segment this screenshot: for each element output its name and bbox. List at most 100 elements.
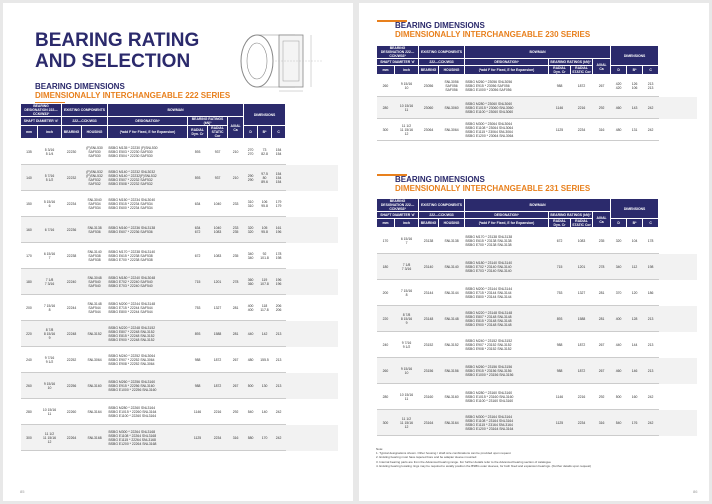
cell-axial: 210 xyxy=(227,164,244,191)
cell-inch: 7 1/8 7 3/16 xyxy=(37,268,62,295)
row-spacer xyxy=(286,243,338,269)
th-designation-note: (*add F for Fixed, E for Expansion) xyxy=(107,125,189,139)
cell-housing: SNL3156 xyxy=(438,357,465,384)
cell-mm: 200 xyxy=(20,294,38,321)
cell-inch: 9 15/16 10 xyxy=(394,74,419,97)
page-number: 86 xyxy=(693,489,698,494)
cell-d: 540 xyxy=(610,409,627,436)
th-bowman: BOWMAN xyxy=(107,103,245,117)
cell-axial: 316 xyxy=(592,409,611,436)
cell-housing: SNL3148 SAF544 SAF544 xyxy=(81,294,108,321)
cell-stat: 1872 xyxy=(207,346,228,373)
cell-housing: SNL3152 xyxy=(81,320,108,347)
cell-desig: BSBG M300 * 23164 SNL3164 BSBG E1108 * 2… xyxy=(464,409,549,436)
cell-mm: 135 xyxy=(20,138,38,165)
accent-bar-1 xyxy=(377,20,407,22)
cell-stat: 1201 xyxy=(570,253,593,280)
cell-stat: 1040 xyxy=(207,190,228,217)
cell-b: 142 xyxy=(257,320,272,347)
cell-mm: 170 xyxy=(20,242,38,269)
cell-bearing: 22248 xyxy=(61,320,82,347)
section-subtitle: DIMENSIONALLY INTERCHANGEABLE 222 SERIES xyxy=(35,91,231,100)
table-row: 260 9 15/16 10 22256 SNL3160 BSBG M260 * 222… xyxy=(20,372,338,399)
cell-axial: 281 xyxy=(227,294,244,321)
cell-b: 144 xyxy=(626,331,643,358)
cell-stat: 1083 xyxy=(570,227,593,254)
cell-dyn: 1125 xyxy=(548,118,571,141)
cell-bearing: 22244 xyxy=(61,294,82,321)
cell-housing: SNL3138 xyxy=(438,227,465,254)
th-shaft-diameter: SHAFT DIAMETER 'd' xyxy=(375,58,420,66)
cell-desig: BSBG M260 * 23056 SNL3056 BSBG E915 * 23… xyxy=(464,74,549,97)
cell-bearing: 23138 xyxy=(418,227,439,254)
th-designation-note: (*add F for Fixed, E for Expansion) xyxy=(464,65,550,75)
table-row: 280 10 15/16 11 23160 SNL3160 BSBG M280 * 23… xyxy=(376,383,697,410)
cell-mm: 220 xyxy=(376,305,395,332)
th-designation: DESIGNATION¹ xyxy=(464,211,550,219)
cell-stat: 1327 xyxy=(207,294,228,321)
accent-bar-2 xyxy=(377,174,407,176)
th-bowman: BOWMAN xyxy=(464,45,612,59)
cell-d: 360 360 xyxy=(243,268,258,295)
cell-dyn: 715 xyxy=(548,253,571,280)
row-spacer xyxy=(285,164,338,191)
cell-c: 213 xyxy=(642,305,659,332)
cell-housing: (F)SNL532 (F)SNL532 SAF532 SAF532 xyxy=(81,164,108,191)
th-housing: HOUSING xyxy=(438,65,466,75)
cell-stat: 1327 xyxy=(570,279,593,306)
cell-d: 320 320 xyxy=(243,216,258,243)
th-inch: inch xyxy=(393,218,420,228)
th-d: D xyxy=(243,125,259,139)
cell-d: 320 xyxy=(610,227,627,254)
cell-inch: 10 15/16 11 xyxy=(394,383,419,410)
th-shaft-diameter: SHAFT DIAMETER 'd' xyxy=(375,211,420,219)
cell-housing: SNL3152 xyxy=(438,331,465,358)
th-radial-dyn: RADIAL Dyn. Cr xyxy=(548,65,572,75)
th-bearing-designation: BEARING DESIGNATION 222—CCK/W33² xyxy=(375,45,420,59)
cell-axial: 267 xyxy=(592,331,611,358)
cell-housing: SNL3138 SAF536 xyxy=(81,216,108,243)
cell-bearing: 23144 xyxy=(418,279,439,306)
cell-desig: BSBG M135 * 22230 (F)SNL530 BSBG E503 * … xyxy=(107,138,188,165)
cell-mm: 200 xyxy=(376,279,395,306)
th-radial-dyn: RADIAL Dyn. Cr xyxy=(548,218,572,228)
cell-mm: 140 xyxy=(20,164,38,191)
cell-mm: 280 xyxy=(20,398,38,425)
cell-desig: BSBG M300 * 22264 SNL3168 BSBG E1108 * 2… xyxy=(107,424,188,451)
cell-b: 176 xyxy=(626,409,643,436)
cell-dyn: 672 xyxy=(548,227,571,254)
notes: Note: 1. Typical designations shown. Oth… xyxy=(376,447,696,468)
cell-dyn: 893 xyxy=(187,320,208,347)
row-spacer xyxy=(286,399,338,425)
cell-c: 196 196 xyxy=(271,268,286,295)
cell-inch: 8 7/8 8 15/16 9 xyxy=(37,320,62,347)
row-spacer xyxy=(658,409,697,436)
cell-b: 160 xyxy=(626,383,643,410)
cell-bearing: 23056 xyxy=(418,74,439,97)
cell-b: 73 82.8 xyxy=(257,138,272,165)
cell-inch: 11 1/2 11 15/16 12 xyxy=(37,424,62,451)
th-b: B* xyxy=(626,218,644,228)
cell-d: 370 xyxy=(610,279,627,306)
cell-stat: 937 xyxy=(207,164,228,191)
th-radial-static: RADIAL STATIC Cor xyxy=(570,65,594,75)
table-row: 170 6 15/16 7 23138 SNL3138 BSBG M170 * 2313… xyxy=(376,227,697,254)
cell-inch: 7 15/16 8 xyxy=(394,279,419,306)
th-designation: DESIGNATION¹ xyxy=(107,116,189,126)
cell-mm: 220 xyxy=(20,320,38,347)
cell-axial: 233 235 xyxy=(227,216,244,243)
cell-bearing: 23140 xyxy=(418,253,439,280)
cell-mm: 260 xyxy=(376,357,395,384)
th-bearing: BEARING xyxy=(418,218,440,228)
table-row: 170 6 15/16 7 22238 SNL3140 SAF538 SAF538 BS… xyxy=(20,242,338,269)
th-shaft-diameter: SHAFT DIAMETER 'd' xyxy=(19,116,63,126)
cell-b: 130 xyxy=(257,372,272,399)
cell-stat: 1083 xyxy=(207,242,228,269)
cell-dyn: 593 xyxy=(187,138,208,165)
row-spacer xyxy=(285,372,338,399)
th-designation-note: (*add F for Fixed, E for Expansion) xyxy=(464,218,550,228)
th-bearing-ratings: BEARING RATINGS (kN)³ xyxy=(187,116,229,126)
cell-bearing: 22230 xyxy=(61,138,82,165)
row-spacer xyxy=(659,119,697,141)
cell-d: 480 xyxy=(610,118,627,141)
